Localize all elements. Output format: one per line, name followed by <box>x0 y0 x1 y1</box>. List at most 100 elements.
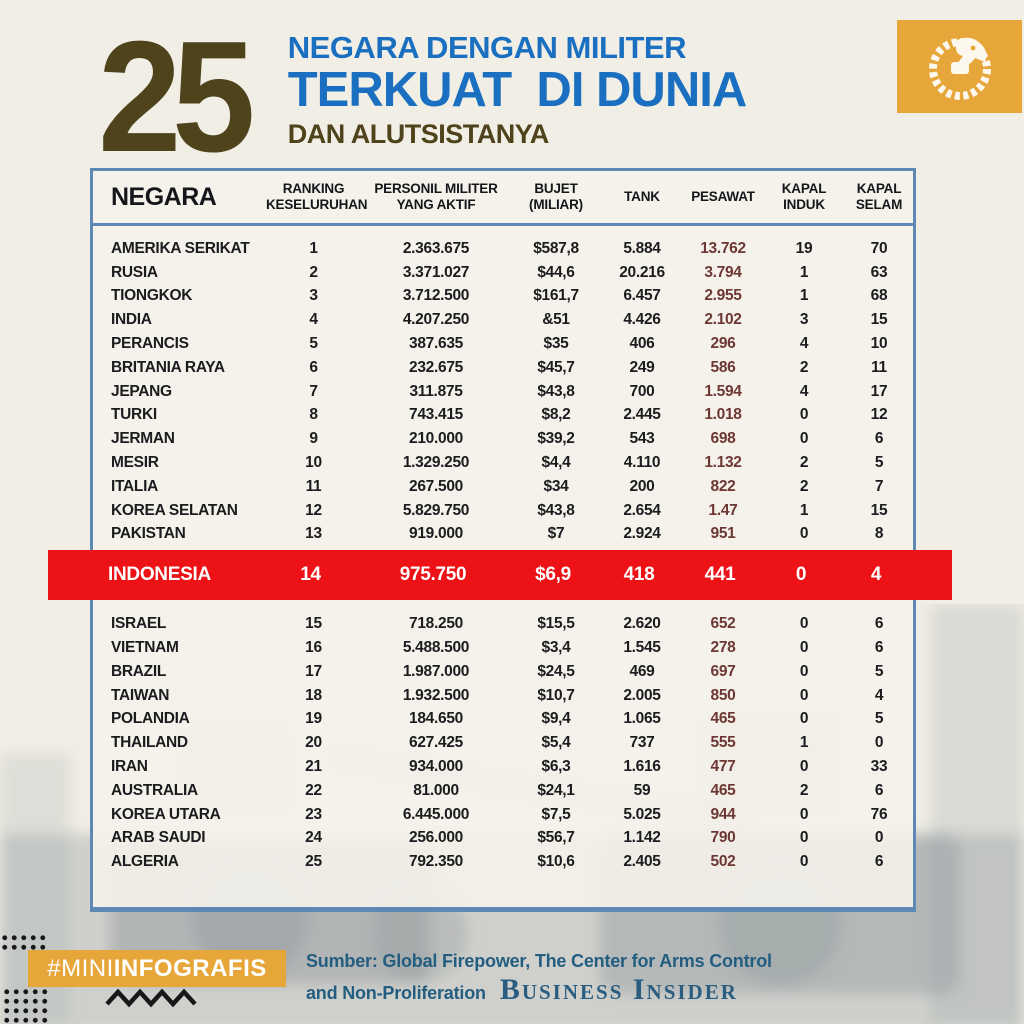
country-name: PAKISTAN <box>111 525 186 543</box>
personnel-value: 81.000 <box>413 781 459 799</box>
aircraft-value: 790 <box>710 829 736 847</box>
tank-value: 5.884 <box>623 239 661 257</box>
country-name: INDONESIA <box>108 564 211 585</box>
submarine-value: 5 <box>874 710 884 728</box>
budget-value: $56,7 <box>537 829 575 847</box>
title-line-1: NEGARA DENGAN MILITER <box>287 30 687 65</box>
tank-value: 2.445 <box>623 406 661 424</box>
column-header: RANKING KESELURUHAN <box>266 180 368 212</box>
table-row: TAIWAN 18 1.932.500 $10,7 2.005 850 0 4 <box>93 684 913 708</box>
personnel-value: 718.250 <box>409 615 463 633</box>
country-name: POLANDIA <box>111 710 190 728</box>
zigzag-decoration <box>105 988 197 1008</box>
carrier-value: 0 <box>799 639 809 657</box>
aircraft-value: 850 <box>710 686 736 704</box>
tank-value: 700 <box>629 382 655 400</box>
carrier-value: 0 <box>799 662 809 680</box>
personnel-value: 184.650 <box>409 710 463 728</box>
carrier-value: 2 <box>799 454 809 472</box>
rank-value: 12 <box>305 501 322 519</box>
aircraft-value: 502 <box>710 853 736 871</box>
aircraft-value: 951 <box>710 525 736 543</box>
submarine-value: 6 <box>874 430 884 448</box>
submarine-value: 33 <box>870 758 888 776</box>
country-name: JERMAN <box>111 430 175 448</box>
country-name: KOREA UTARA <box>111 805 221 823</box>
personnel-value: 919.000 <box>409 525 463 543</box>
table-row: POLANDIA 19 184.650 $9,4 1.065 465 0 5 <box>93 708 913 732</box>
table-row: JERMAN 9 210.000 $39,2 543 698 0 6 <box>93 427 913 451</box>
submarine-value: 15 <box>870 501 888 519</box>
tank-value: 2.924 <box>623 525 661 543</box>
budget-value: $6,3 <box>541 758 571 776</box>
budget-value: $8,2 <box>541 406 571 424</box>
country-name: THAILAND <box>111 734 188 752</box>
personnel-value: 232.675 <box>409 358 463 376</box>
carrier-value: 2 <box>799 477 809 495</box>
garuda-icon <box>928 37 991 100</box>
tank-value: 1.616 <box>623 758 661 776</box>
column-header: PERSONIL MILITER YANG AKTIF <box>374 180 498 212</box>
submarine-value: 10 <box>870 335 888 353</box>
tank-value: 406 <box>629 335 655 353</box>
carrier-value: 0 <box>799 686 809 704</box>
tank-value: 1.545 <box>623 639 661 657</box>
country-name: RUSIA <box>111 263 158 281</box>
column-header: KAPAL SELAM <box>855 180 903 212</box>
tank-value: 469 <box>629 662 655 680</box>
table-body-top: AMERIKA SERIKAT 1 2.363.675 $587,8 5.884 13.7… <box>93 226 913 546</box>
personnel-value: 210.000 <box>409 430 463 448</box>
submarine-value: 4 <box>874 686 884 704</box>
personnel-value: 1.329.250 <box>402 454 470 472</box>
personnel-value: 3.371.027 <box>402 263 470 281</box>
carrier-value: 0 <box>799 710 809 728</box>
hashtag-suffix: INFOGRAFIS <box>113 954 267 982</box>
column-header: KAPAL INDUK <box>781 180 827 212</box>
submarine-value: 11 <box>871 358 887 376</box>
country-name: TIONGKOK <box>111 287 193 305</box>
rank-value: 4 <box>309 311 318 329</box>
personnel-value: 1.987.000 <box>402 662 470 680</box>
budget-value: $43,8 <box>537 501 575 519</box>
aircraft-value: 477 <box>710 758 736 776</box>
table-row: THAILAND 20 627.425 $5,4 737 555 1 0 <box>93 731 913 755</box>
title-line-2: TERKUAT DI DUNIA <box>287 62 747 117</box>
carrier-value: 0 <box>795 564 807 585</box>
column-header: PESAWAT <box>691 188 755 204</box>
budget-value: $5,4 <box>541 734 571 752</box>
budget-value: $7 <box>547 525 565 543</box>
personnel-value: 4.207.250 <box>402 311 470 329</box>
budget-value: $161,7 <box>533 287 579 305</box>
budget-value: $7,5 <box>541 805 571 823</box>
rank-value: 1 <box>309 239 318 257</box>
tank-value: 2.005 <box>623 686 661 704</box>
column-header: NEGARA <box>111 183 217 211</box>
table-row: PAKISTAN 13 919.000 $7 2.924 951 0 8 <box>93 523 913 547</box>
rank-value: 5 <box>309 335 318 353</box>
submarine-value: 15 <box>870 311 888 329</box>
rank-value: 7 <box>309 382 318 400</box>
table-row: IRAN 21 934.000 $6,3 1.616 477 0 33 <box>93 755 913 779</box>
carrier-value: 1 <box>799 734 809 752</box>
carrier-value: 0 <box>799 805 809 823</box>
tank-value: 4.110 <box>623 454 661 472</box>
budget-value: $15,5 <box>537 615 575 633</box>
rank-value: 9 <box>309 430 318 448</box>
budget-value: $4,4 <box>541 454 571 472</box>
budget-value: $45,7 <box>537 358 575 376</box>
aircraft-value: 698 <box>710 430 736 448</box>
tank-value: 418 <box>623 564 655 585</box>
tank-value: 543 <box>629 430 655 448</box>
table-row: TURKI 8 743.415 $8,2 2.445 1.018 0 12 <box>93 404 913 428</box>
tank-value: 200 <box>629 477 655 495</box>
table-row: BRAZIL 17 1.987.000 $24,5 469 697 0 5 <box>93 660 913 684</box>
rank-value: 10 <box>305 454 322 472</box>
business-insider-logo: Business Insider <box>499 973 738 1007</box>
country-name: ALGERIA <box>111 853 179 871</box>
aircraft-value: 296 <box>710 335 736 353</box>
aircraft-value: 1.018 <box>704 406 742 424</box>
personnel-value: 975.750 <box>399 564 467 585</box>
country-name: ARAB SAUDI <box>111 829 206 847</box>
country-name: KOREA SELATAN <box>111 501 238 519</box>
carrier-value: 1 <box>799 263 809 281</box>
